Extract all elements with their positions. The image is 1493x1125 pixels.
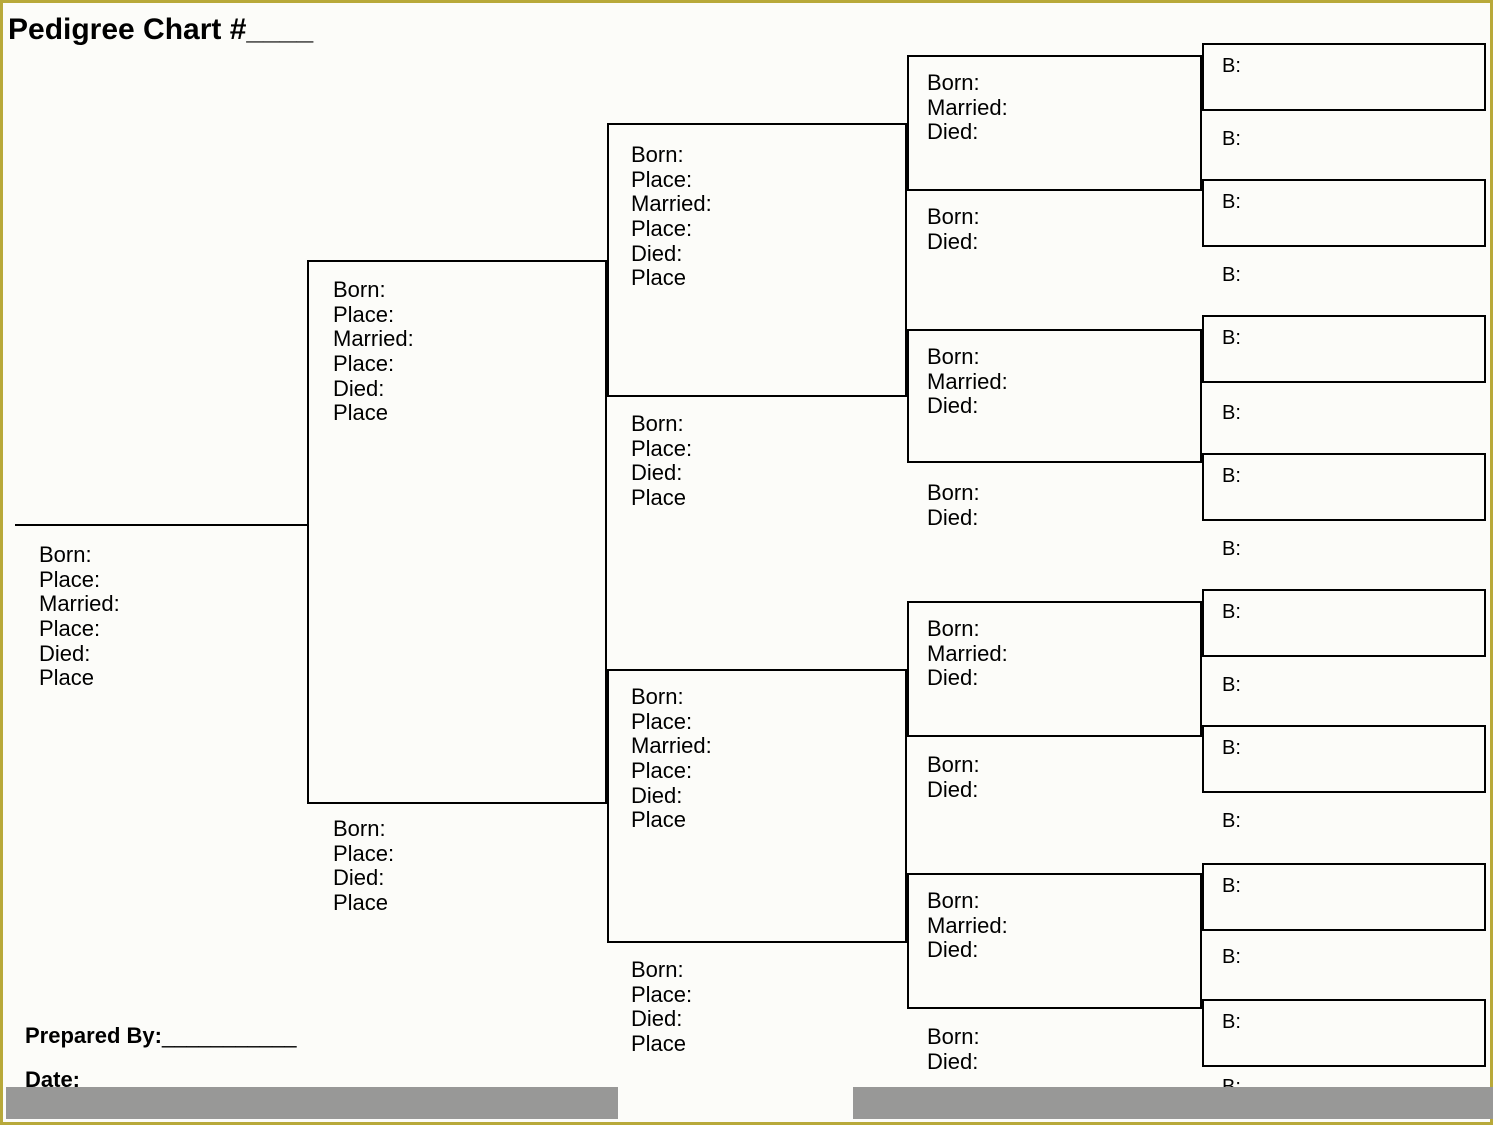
gen3-fields-4: Born:Place:Died:Place bbox=[631, 958, 692, 1057]
prepared-by-text: Prepared By: bbox=[25, 1023, 162, 1048]
footer-bar-1 bbox=[6, 1087, 618, 1119]
gen5-box-7: B: bbox=[1202, 863, 1486, 931]
gen4-fields-2: Born:Died: bbox=[927, 205, 980, 254]
gen5-b-6: B: bbox=[1222, 810, 1241, 833]
gen3-fields-1: Born:Place:Married:Place:Died:Place bbox=[631, 143, 712, 291]
gen4-fields-7: Born:Married:Died: bbox=[927, 889, 1008, 963]
gen2-mother-fields: Born:Place:Died:Place bbox=[333, 817, 394, 916]
gen3-fields-3: Born:Place:Married:Place:Died:Place bbox=[631, 685, 712, 833]
gen5-box-8: B: bbox=[1202, 999, 1486, 1067]
gen4-fields-3: Born:Married:Died: bbox=[927, 345, 1008, 419]
gen5-box-2: B: bbox=[1202, 179, 1486, 247]
gen5-b-3: B: bbox=[1222, 402, 1241, 425]
gen1-fields: Born:Place:Married:Place:Died:Place bbox=[39, 543, 120, 691]
gen5-box-5: B: bbox=[1202, 589, 1486, 657]
gen5-b-1: B: bbox=[1222, 128, 1241, 151]
gen4-fields-5: Born:Married:Died: bbox=[927, 617, 1008, 691]
gen5-box-6: B: bbox=[1202, 725, 1486, 793]
page-title: Pedigree Chart #____ bbox=[8, 13, 313, 47]
gen4-fields-4: Born:Died: bbox=[927, 481, 980, 530]
gen5-b-2: B: bbox=[1222, 264, 1241, 287]
gen4-fields-8: Born:Died: bbox=[927, 1025, 980, 1074]
gen5-box-1: B: bbox=[1202, 43, 1486, 111]
gen5-b-4: B: bbox=[1222, 538, 1241, 561]
gen4-fields-1: Born:Married:Died: bbox=[927, 71, 1008, 145]
gen5-box-4: B: bbox=[1202, 453, 1486, 521]
gen5-box-3: B: bbox=[1202, 315, 1486, 383]
gen5-b-5: B: bbox=[1222, 674, 1241, 697]
gen1-name-line bbox=[15, 524, 307, 526]
prepared-by-label: Prepared By:___________ bbox=[25, 1023, 297, 1049]
gen4-fields-6: Born:Died: bbox=[927, 753, 980, 802]
prepared-by-line: ___________ bbox=[162, 1023, 297, 1048]
gen5-b-7: B: bbox=[1222, 946, 1241, 969]
gen2-father-fields: Born:Place:Married:Place:Died:Place bbox=[333, 278, 414, 426]
footer-bar-2 bbox=[853, 1087, 1493, 1119]
gen3-fields-2: Born:Place:Died:Place bbox=[631, 412, 692, 511]
